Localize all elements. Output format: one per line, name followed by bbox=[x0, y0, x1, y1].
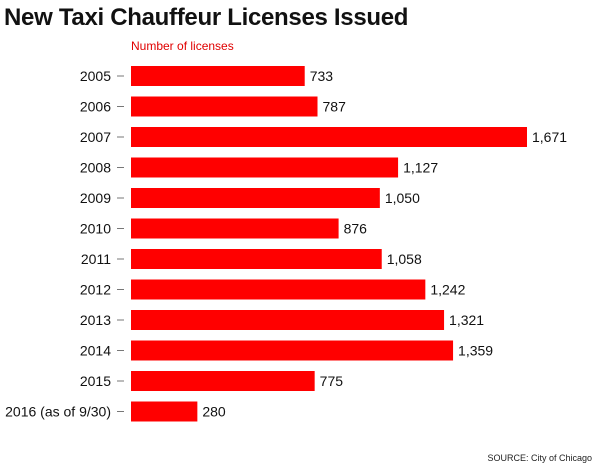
category-label-2008: 2008 bbox=[80, 160, 111, 176]
value-label-2006: 787 bbox=[323, 99, 347, 115]
category-label-2010: 2010 bbox=[80, 221, 111, 237]
value-label-2007: 1,671 bbox=[532, 129, 567, 145]
bar-2015 bbox=[131, 371, 315, 391]
source-note: SOURCE: City of Chicago bbox=[487, 453, 592, 463]
bar-2006 bbox=[131, 96, 318, 117]
category-label-2005: 2005 bbox=[80, 68, 111, 84]
category-label-2009: 2009 bbox=[80, 190, 111, 206]
x-axis-label: Number of licenses bbox=[131, 39, 234, 53]
category-label-2016: 2016 (as of 9/30) bbox=[5, 404, 111, 420]
bars-group: 2005 733 2006 787 2007 1,671 2008 1,127 2009 1,05… bbox=[5, 66, 567, 422]
category-label-2015: 2015 bbox=[80, 373, 111, 389]
bar-2016 bbox=[131, 401, 198, 422]
category-label-2014: 2014 bbox=[80, 343, 111, 359]
value-label-2012: 1,242 bbox=[430, 282, 465, 298]
category-label-2006: 2006 bbox=[80, 99, 111, 115]
bar-2007 bbox=[131, 127, 527, 147]
bar-2012 bbox=[131, 279, 426, 300]
bar-2010 bbox=[131, 218, 339, 239]
value-label-2013: 1,321 bbox=[449, 312, 484, 328]
value-label-2015: 775 bbox=[320, 373, 344, 389]
value-label-2016: 280 bbox=[202, 404, 226, 420]
category-label-2013: 2013 bbox=[80, 312, 111, 328]
category-label-2007: 2007 bbox=[80, 129, 111, 145]
value-label-2010: 876 bbox=[344, 221, 368, 237]
value-label-2005: 733 bbox=[310, 68, 334, 84]
category-label-2011: 2011 bbox=[81, 251, 111, 267]
chart-title: New Taxi Chauffeur Licenses Issued bbox=[4, 4, 409, 31]
bar-2011 bbox=[131, 249, 382, 269]
value-label-2008: 1,127 bbox=[403, 160, 438, 176]
bar-2008 bbox=[131, 157, 399, 178]
category-label-2012: 2012 bbox=[80, 282, 111, 298]
bar-2013 bbox=[131, 310, 445, 330]
bar-2014 bbox=[131, 340, 454, 361]
value-label-2014: 1,359 bbox=[458, 343, 493, 359]
value-label-2009: 1,050 bbox=[385, 190, 420, 206]
bar-2005 bbox=[131, 66, 305, 86]
bar-2009 bbox=[131, 188, 380, 208]
value-label-2011: 1,058 bbox=[387, 251, 422, 267]
